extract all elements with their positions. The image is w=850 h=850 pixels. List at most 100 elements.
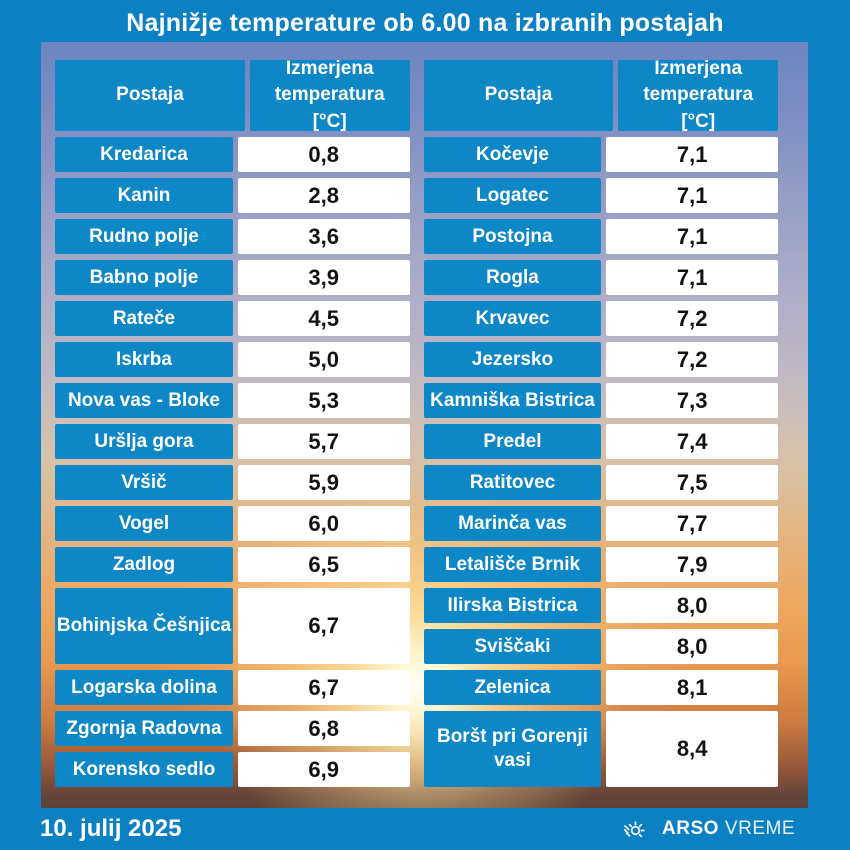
table-row: Kamniška Bistrica 7,3	[423, 383, 778, 418]
station-name-cell: Babno polje	[55, 260, 233, 295]
temperature-value-cell: 8,4	[606, 711, 778, 787]
table-row: Sviščaki 8,0	[423, 629, 778, 664]
page-title: Najnižje temperature ob 6.00 na izbranih…	[126, 8, 724, 37]
temperature-value-cell: 5,3	[237, 383, 410, 418]
station-name-cell: Zgornja Radovna	[55, 711, 233, 746]
station-name-cell: Vogel	[55, 506, 233, 541]
station-name-cell: Marinča vas	[423, 506, 602, 541]
temperature-value-cell: 7,7	[606, 506, 778, 541]
table-row: Boršt pri Gorenji vasi 8,4	[423, 711, 778, 787]
table-row: Babno polje 3,9	[55, 260, 410, 295]
temperature-column-header: Izmerjena temperatura [°C]	[249, 58, 410, 132]
table-row: Predel 7,4	[423, 424, 778, 459]
temperature-value-cell: 2,8	[237, 178, 410, 213]
station-name-cell: Kamniška Bistrica	[423, 383, 602, 418]
temperature-value-cell: 7,4	[606, 424, 778, 459]
temperature-value-cell: 7,2	[606, 342, 778, 377]
title-bar: Najnižje temperature ob 6.00 na izbranih…	[0, 0, 850, 42]
station-name-cell: Ratitovec	[423, 465, 602, 500]
station-name-cell: Postojna	[423, 219, 602, 254]
table-row: Postojna 7,1	[423, 219, 778, 254]
station-name-cell: Boršt pri Gorenji vasi	[423, 711, 602, 787]
right-temperature-table: Postaja Izmerjena temperatura [°C] Kočev…	[423, 58, 778, 787]
temperature-value-cell: 6,5	[237, 547, 410, 582]
brand-text: ARSO VREME	[662, 818, 795, 840]
temperature-value-cell: 4,5	[237, 301, 410, 336]
temperature-value-cell: 7,1	[606, 260, 778, 295]
temperature-value-cell: 7,3	[606, 383, 778, 418]
table-row: Rateče 4,5	[55, 301, 410, 336]
left-temperature-table: Postaja Izmerjena temperatura [°C] Kreda…	[55, 58, 410, 787]
temperature-value-cell: 6,9	[237, 752, 410, 787]
station-name-cell: Kredarica	[55, 137, 233, 172]
station-name-cell: Iskrba	[55, 342, 233, 377]
station-name-cell: Jezersko	[423, 342, 602, 377]
station-name-cell: Rudno polje	[55, 219, 233, 254]
table-row: Ilirska Bistrica 8,0	[423, 588, 778, 623]
table-row: Logarska dolina 6,7	[55, 670, 410, 705]
station-name-cell: Uršlja gora	[55, 424, 233, 459]
table-header-row: Postaja Izmerjena temperatura [°C]	[55, 58, 410, 132]
station-name-cell: Nova vas - Bloke	[55, 383, 233, 418]
table-row: Iskrba 5,0	[55, 342, 410, 377]
temperature-value-cell: 7,5	[606, 465, 778, 500]
table-row: Kočevje 7,1	[423, 137, 778, 172]
temperature-value-cell: 7,1	[606, 219, 778, 254]
temperature-value-cell: 6,8	[237, 711, 410, 746]
table-row: Uršlja gora 5,7	[55, 424, 410, 459]
station-column-header: Postaja	[55, 60, 245, 131]
station-column-header: Postaja	[423, 60, 614, 131]
table-row: Marinča vas 7,7	[423, 506, 778, 541]
table-header-row: Postaja Izmerjena temperatura [°C]	[423, 58, 778, 132]
temperature-value-cell: 7,9	[606, 547, 778, 582]
station-name-cell: Sviščaki	[423, 629, 602, 664]
table-row: Krvavec 7,2	[423, 301, 778, 336]
temperature-value-cell: 8,0	[606, 629, 778, 664]
temperature-value-cell: 5,0	[237, 342, 410, 377]
table-row: Jezersko 7,2	[423, 342, 778, 377]
station-name-cell: Letališče Brnik	[423, 547, 602, 582]
table-row: Logatec 7,1	[423, 178, 778, 213]
temperature-value-cell: 8,0	[606, 588, 778, 623]
station-name-cell: Rogla	[423, 260, 602, 295]
date-label: 10. julij 2025	[40, 815, 182, 842]
temperature-value-cell: 6,7	[237, 588, 410, 664]
brand-name-vreme: VREME	[724, 818, 795, 839]
temperature-value-cell: 0,8	[237, 137, 410, 172]
station-name-cell: Krvavec	[423, 301, 602, 336]
table-row: Bohinjska Češnjica 6,7	[55, 588, 410, 664]
station-name-cell: Predel	[423, 424, 602, 459]
station-name-cell: Bohinjska Češnjica	[55, 588, 233, 664]
station-name-cell: Zelenica	[423, 670, 602, 705]
arso-sun-icon	[622, 817, 646, 841]
temperature-column-header: Izmerjena temperatura [°C]	[618, 58, 778, 132]
station-name-cell: Ilirska Bistrica	[423, 588, 602, 623]
temperature-value-cell: 3,6	[237, 219, 410, 254]
temperature-value-cell: 7,2	[606, 301, 778, 336]
station-name-cell: Rateče	[55, 301, 233, 336]
temperature-value-cell: 8,1	[606, 670, 778, 705]
temperature-value-cell: 3,9	[237, 260, 410, 295]
station-name-cell: Korensko sedlo	[55, 752, 233, 787]
station-name-cell: Logatec	[423, 178, 602, 213]
station-name-cell: Kanin	[55, 178, 233, 213]
station-name-cell: Kočevje	[423, 137, 602, 172]
sunrise-photo-background: Postaja Izmerjena temperatura [°C] Kreda…	[41, 42, 808, 808]
temperature-value-cell: 5,9	[237, 465, 410, 500]
brand-name-arso: ARSO	[662, 818, 719, 839]
table-row: Kanin 2,8	[55, 178, 410, 213]
table-row: Rudno polje 3,6	[55, 219, 410, 254]
footer-bar: 10. julij 2025 ARSO VREME	[0, 808, 850, 850]
table-row: Rogla 7,1	[423, 260, 778, 295]
station-name-cell: Zadlog	[55, 547, 233, 582]
station-name-cell: Logarska dolina	[55, 670, 233, 705]
temperature-value-cell: 5,7	[237, 424, 410, 459]
table-row: Zadlog 6,5	[55, 547, 410, 582]
table-row: Korensko sedlo 6,9	[55, 752, 410, 787]
temperature-value-cell: 6,7	[237, 670, 410, 705]
table-row: Zelenica 8,1	[423, 670, 778, 705]
temperature-value-cell: 7,1	[606, 137, 778, 172]
table-row: Vogel 6,0	[55, 506, 410, 541]
arso-vreme-brand: ARSO VREME	[622, 817, 795, 841]
